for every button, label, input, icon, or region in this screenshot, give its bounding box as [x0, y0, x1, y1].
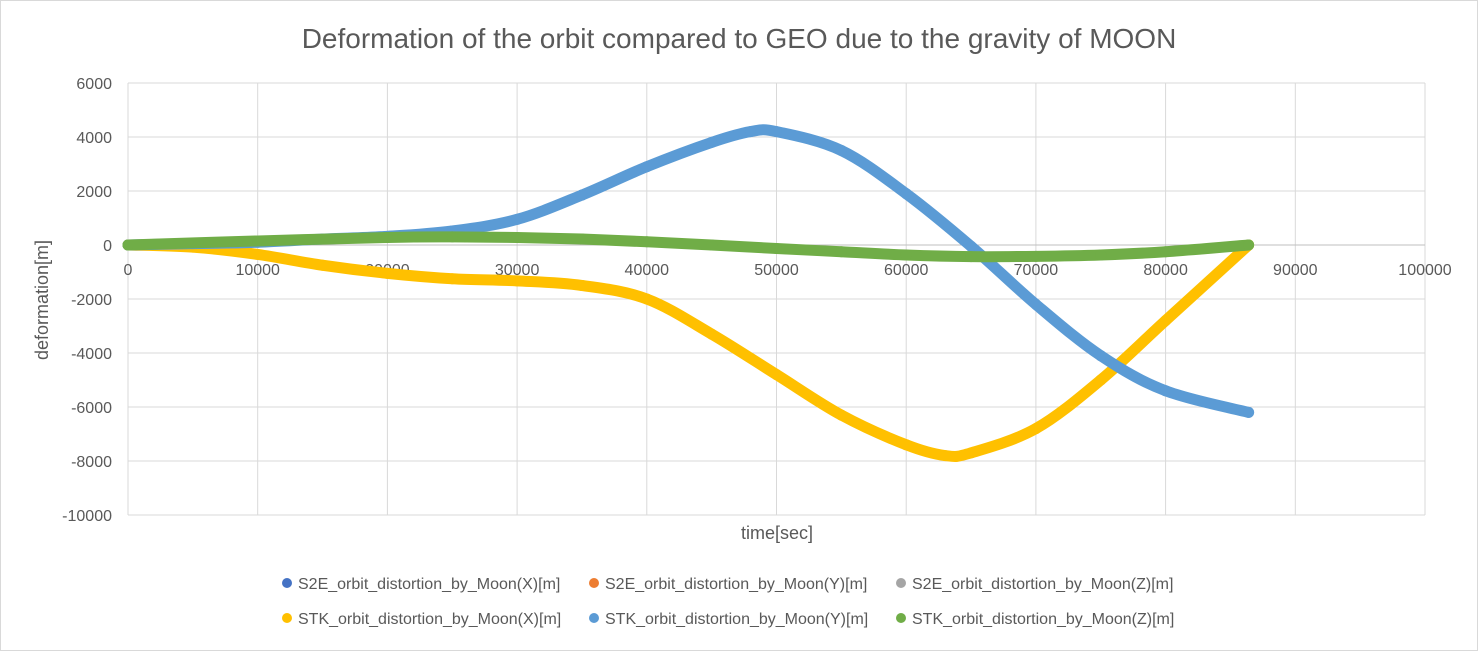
data-point: [317, 259, 329, 271]
y-tick-label: -10000: [62, 508, 112, 525]
y-tick-label: -4000: [71, 346, 112, 363]
legend-marker: [282, 578, 292, 588]
y-tick-label: -2000: [71, 292, 112, 309]
data-point: [965, 240, 977, 252]
y-axis-label: deformation[m]: [32, 240, 52, 360]
legend-marker: [589, 613, 599, 623]
series-5: [122, 231, 1255, 263]
series-line: [122, 124, 1255, 418]
data-point: [252, 248, 264, 260]
legend-item: S2E_orbit_distortion_by_Moon(Y)[m]: [589, 576, 867, 593]
y-tick-label: 2000: [76, 184, 112, 201]
data-point: [252, 235, 264, 247]
series-line: [122, 231, 1255, 263]
series-layer: [122, 124, 1255, 463]
data-point: [446, 231, 458, 243]
legend-marker: [896, 613, 906, 623]
data-point: [706, 328, 718, 340]
legend-label: STK_orbit_distortion_by_Moon(X)[m]: [298, 611, 561, 628]
data-point: [1095, 350, 1107, 362]
data-point: [835, 409, 847, 421]
x-tick-label: 100000: [1398, 262, 1451, 279]
data-point: [965, 251, 977, 263]
legend-item: STK_orbit_distortion_by_Moon(X)[m]: [282, 611, 561, 628]
legend-marker: [896, 578, 906, 588]
legend-item: S2E_orbit_distortion_by_Moon(X)[m]: [282, 576, 560, 593]
data-point: [1030, 423, 1042, 435]
legend-item: S2E_orbit_distortion_by_Moon(Z)[m]: [896, 576, 1173, 593]
data-point: [122, 239, 134, 251]
data-point: [641, 161, 653, 173]
legend-marker: [589, 578, 599, 588]
y-tick-label: -8000: [71, 454, 112, 471]
data-point: [900, 249, 912, 261]
x-axis-label: time[sec]: [741, 523, 813, 543]
data-point: [835, 246, 847, 258]
data-point: [965, 447, 977, 459]
y-tick-label: 6000: [76, 76, 112, 93]
legend-label: S2E_orbit_distortion_by_Moon(Y)[m]: [605, 576, 867, 593]
legend-label: S2E_orbit_distortion_by_Moon(X)[m]: [298, 576, 560, 593]
data-point: [900, 188, 912, 200]
data-point: [1160, 385, 1172, 397]
data-point: [1095, 249, 1107, 261]
y-tick-label: 4000: [76, 130, 112, 147]
grid-layer: [127, 82, 1426, 516]
legend-label: S2E_orbit_distortion_by_Moon(Z)[m]: [912, 576, 1173, 593]
legend-item: STK_orbit_distortion_by_Moon(Z)[m]: [896, 611, 1174, 628]
x-tick-label: 70000: [1014, 262, 1059, 279]
data-point: [381, 231, 393, 243]
data-point: [1030, 250, 1042, 262]
data-point: [511, 213, 523, 225]
legend-marker: [282, 613, 292, 623]
data-point: [835, 145, 847, 156]
x-tick-label: 90000: [1273, 262, 1318, 279]
x-tick-label: 30000: [495, 262, 540, 279]
x-tick-label: 10000: [235, 262, 280, 279]
x-tick-label: 60000: [884, 262, 929, 279]
legend-label: STK_orbit_distortion_by_Moon(Z)[m]: [912, 611, 1174, 628]
data-point: [511, 231, 523, 243]
data-point: [381, 267, 393, 279]
series-4: [122, 124, 1255, 418]
x-tick-label: 40000: [625, 262, 670, 279]
data-point: [641, 236, 653, 248]
legend: S2E_orbit_distortion_by_Moon(X)[m] S2E_or…: [282, 576, 1174, 628]
data-point: [900, 439, 912, 451]
data-point: [641, 293, 653, 305]
data-point: [939, 450, 951, 462]
data-point: [511, 275, 523, 287]
data-point: [576, 280, 588, 291]
x-tick-label: 0: [124, 262, 133, 279]
data-point: [745, 126, 757, 138]
data-point: [771, 126, 782, 138]
tick-layer: 0100002000030000400005000060000700008000…: [62, 76, 1452, 525]
chart-title: Deformation of the orbit compared to GEO…: [302, 23, 1177, 54]
data-point: [576, 189, 588, 201]
data-point: [1243, 406, 1255, 418]
data-point: [1095, 374, 1107, 386]
x-tick-label: 80000: [1143, 262, 1188, 279]
data-point: [1160, 246, 1172, 258]
data-point: [576, 233, 588, 245]
data-point: [1160, 315, 1172, 327]
data-point: [706, 136, 718, 148]
series-line: [122, 239, 1255, 463]
data-point: [446, 273, 458, 285]
x-tick-label: 50000: [754, 262, 799, 279]
y-tick-label: -6000: [71, 400, 112, 417]
y-tick-label: 0: [103, 238, 112, 255]
data-point: [1030, 298, 1042, 310]
data-point: [706, 239, 718, 251]
data-point: [771, 243, 782, 255]
legend-item: STK_orbit_distortion_by_Moon(Y)[m]: [589, 611, 868, 628]
legend-label: STK_orbit_distortion_by_Moon(Y)[m]: [605, 611, 868, 628]
data-point: [1243, 239, 1255, 251]
data-point: [771, 369, 782, 381]
